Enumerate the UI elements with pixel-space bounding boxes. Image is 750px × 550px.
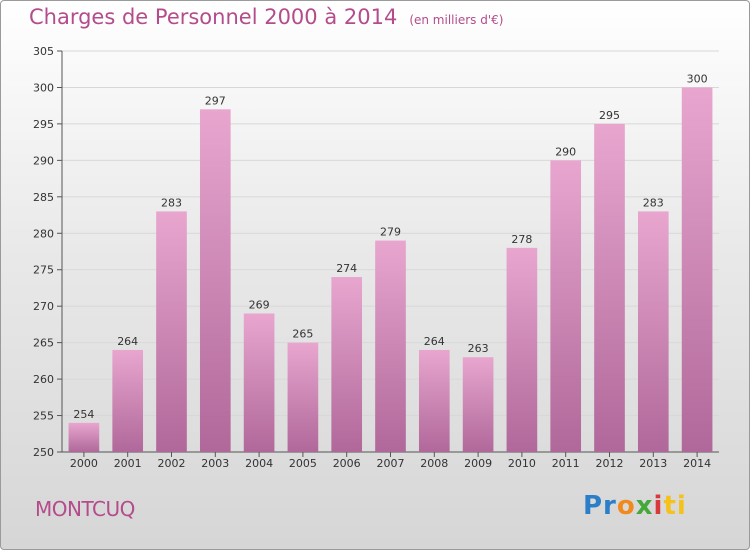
- x-tick-label: 2001: [114, 457, 142, 470]
- x-tick-label: 2004: [245, 457, 273, 470]
- x-tick-label: 2008: [420, 457, 448, 470]
- x-tick-label: 2000: [70, 457, 98, 470]
- bar-value-label: 274: [336, 262, 357, 275]
- x-tick-label: 2010: [508, 457, 536, 470]
- y-tick-label: 260: [33, 373, 54, 386]
- y-tick-label: 300: [33, 81, 54, 94]
- bar: [112, 349, 144, 452]
- bar-value-label: 283: [643, 196, 664, 209]
- bar: [550, 160, 582, 452]
- bar-value-label: 290: [555, 145, 576, 158]
- x-tick-label: 2003: [201, 457, 229, 470]
- labels: 250 255 260 265 270 275 280 285 290 295 300 305 254 2…: [33, 45, 711, 470]
- bar: [506, 247, 538, 452]
- bar-value-label: 269: [249, 298, 270, 311]
- y-tick-label: 285: [33, 191, 54, 204]
- y-tick-label: 255: [33, 410, 54, 423]
- bar: [637, 211, 669, 452]
- bar: [418, 349, 450, 452]
- y-tick-label: 290: [33, 154, 54, 167]
- y-tick-label: 280: [33, 227, 54, 240]
- x-tick-label: 2005: [289, 457, 317, 470]
- chart-title-text: Charges de Personnel 2000 à 2014: [29, 5, 398, 29]
- bar-value-label: 300: [687, 72, 708, 85]
- bars: [68, 87, 713, 453]
- y-tick-label: 250: [33, 446, 54, 459]
- bar-value-label: 297: [205, 94, 226, 107]
- bar-value-label: 264: [424, 335, 445, 348]
- bar: [243, 313, 275, 452]
- bar-value-label: 279: [380, 226, 401, 239]
- bar-value-label: 264: [117, 335, 138, 348]
- x-tick-label: 2007: [377, 457, 405, 470]
- bar: [331, 277, 363, 452]
- x-tick-label: 2012: [596, 457, 624, 470]
- bar: [287, 342, 319, 452]
- place-name: MONTCUQ: [35, 497, 135, 521]
- proxiti-logo: Proxiti: [583, 491, 687, 521]
- bar-value-label: 254: [73, 408, 94, 421]
- bar: [199, 109, 231, 452]
- bar-value-label: 278: [511, 233, 532, 246]
- bar: [375, 240, 406, 452]
- bar: [594, 123, 625, 452]
- y-tick-label: 270: [33, 300, 54, 313]
- x-tick-label: 2009: [464, 457, 492, 470]
- bar-value-label: 265: [292, 328, 313, 341]
- logo-part: i: [653, 491, 664, 521]
- bar-value-label: 283: [161, 196, 182, 209]
- x-tick-label: 2006: [333, 457, 361, 470]
- x-tick-label: 2013: [639, 457, 667, 470]
- y-tick-label: 305: [33, 45, 54, 58]
- bar-value-label: 263: [468, 342, 489, 355]
- logo-part: o: [616, 491, 636, 521]
- bar: [156, 211, 187, 452]
- bar-value-label: 295: [599, 109, 620, 122]
- logo-part: Pr: [583, 491, 617, 521]
- chart-unit-note: (en milliers d'€): [409, 13, 504, 27]
- y-tick-label: 265: [33, 337, 54, 350]
- y-tick-label: 275: [33, 264, 54, 277]
- x-tick-label: 2011: [552, 457, 580, 470]
- bar: [462, 357, 494, 452]
- chart-title: Charges de Personnel 2000 à 2014 (en mill…: [29, 5, 503, 29]
- x-tick-label: 2002: [158, 457, 186, 470]
- logo-part: ti: [663, 491, 687, 521]
- x-tick-label: 2014: [683, 457, 711, 470]
- bar: [681, 87, 713, 453]
- logo-part: x: [635, 491, 654, 521]
- y-tick-label: 295: [33, 118, 54, 131]
- bar: [68, 422, 100, 452]
